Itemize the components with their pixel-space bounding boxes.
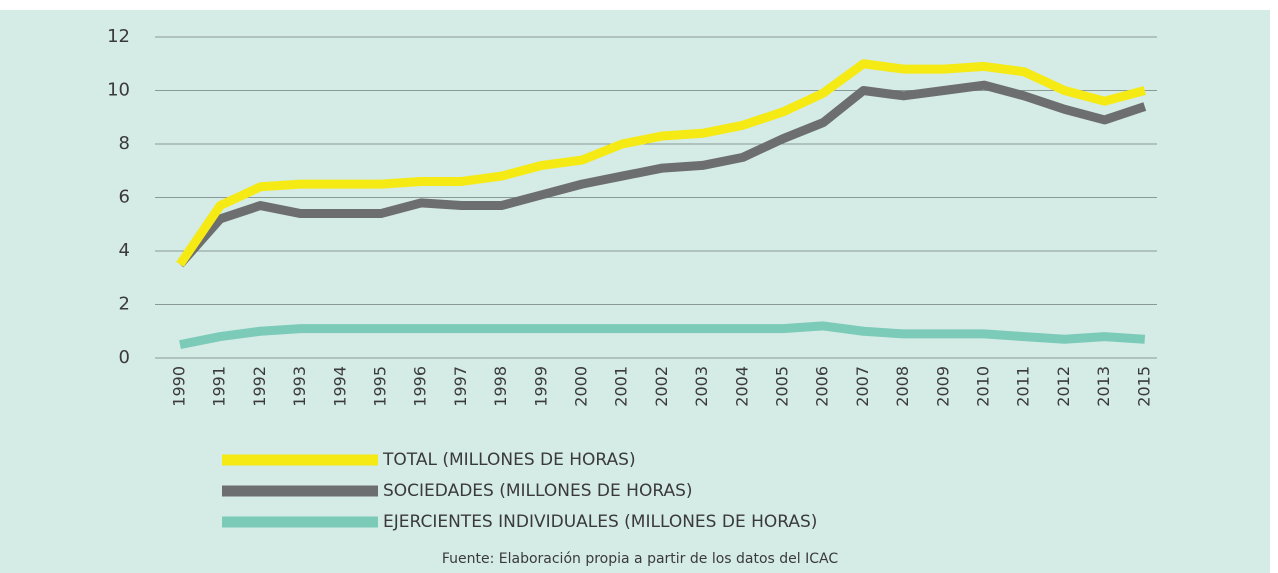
x-tick-label: 1990 <box>170 366 189 407</box>
x-tick-label: 1995 <box>371 366 390 407</box>
source: Fuente: Elaboración propia a partir de l… <box>442 551 839 567</box>
series-line <box>176 80 1147 268</box>
x-tick-label: 2003 <box>692 366 711 407</box>
x-tick-label: 1993 <box>290 366 309 407</box>
y-tick-label: 6 <box>119 187 130 208</box>
x-tick-label: 2011 <box>1014 366 1033 407</box>
x-tick-label: 1998 <box>491 366 510 407</box>
series-line <box>179 321 1146 350</box>
x-tick-label: 1991 <box>210 366 229 407</box>
x-tick-label: 2013 <box>1094 366 1113 407</box>
x-tick-label: 2012 <box>1054 366 1073 407</box>
x-tick-label: 2001 <box>612 366 631 407</box>
x-tick-label: 2008 <box>893 366 912 407</box>
legend-label: TOTAL (MILLONES DE HORAS) <box>382 450 636 470</box>
x-tick-label: 2010 <box>974 366 993 407</box>
y-tick-label: 10 <box>107 80 130 101</box>
y-tick-label: 8 <box>119 133 130 154</box>
x-tick-label: 2006 <box>813 366 832 407</box>
x-tick-label: 1997 <box>451 366 470 407</box>
y-tick-label: 0 <box>119 347 130 368</box>
legend-label: SOCIEDADES (MILLONES DE HORAS) <box>383 481 693 501</box>
legend-label: EJERCIENTES INDIVIDUALES (MILLONES DE HO… <box>383 512 817 532</box>
x-tick-label: 1999 <box>531 366 550 407</box>
y-tick-label: 12 <box>107 26 130 47</box>
x-tick-label: 2015 <box>1134 366 1153 407</box>
x-tick-label: 2000 <box>572 366 591 407</box>
y-tick-label: 4 <box>119 240 130 261</box>
x-tick-label: 2005 <box>773 366 792 407</box>
x-tick-label: 2009 <box>933 366 952 407</box>
series-line <box>176 59 1146 267</box>
x-tick-label: 1994 <box>330 366 349 407</box>
x-tick-label: 1992 <box>250 366 269 407</box>
y-tick-label: 2 <box>119 294 130 315</box>
x-tick-label: 2007 <box>853 366 872 407</box>
x-tick-label: 2004 <box>732 366 751 407</box>
x-tick-label: 2002 <box>652 366 671 407</box>
x-tick-label: 1996 <box>411 366 430 407</box>
